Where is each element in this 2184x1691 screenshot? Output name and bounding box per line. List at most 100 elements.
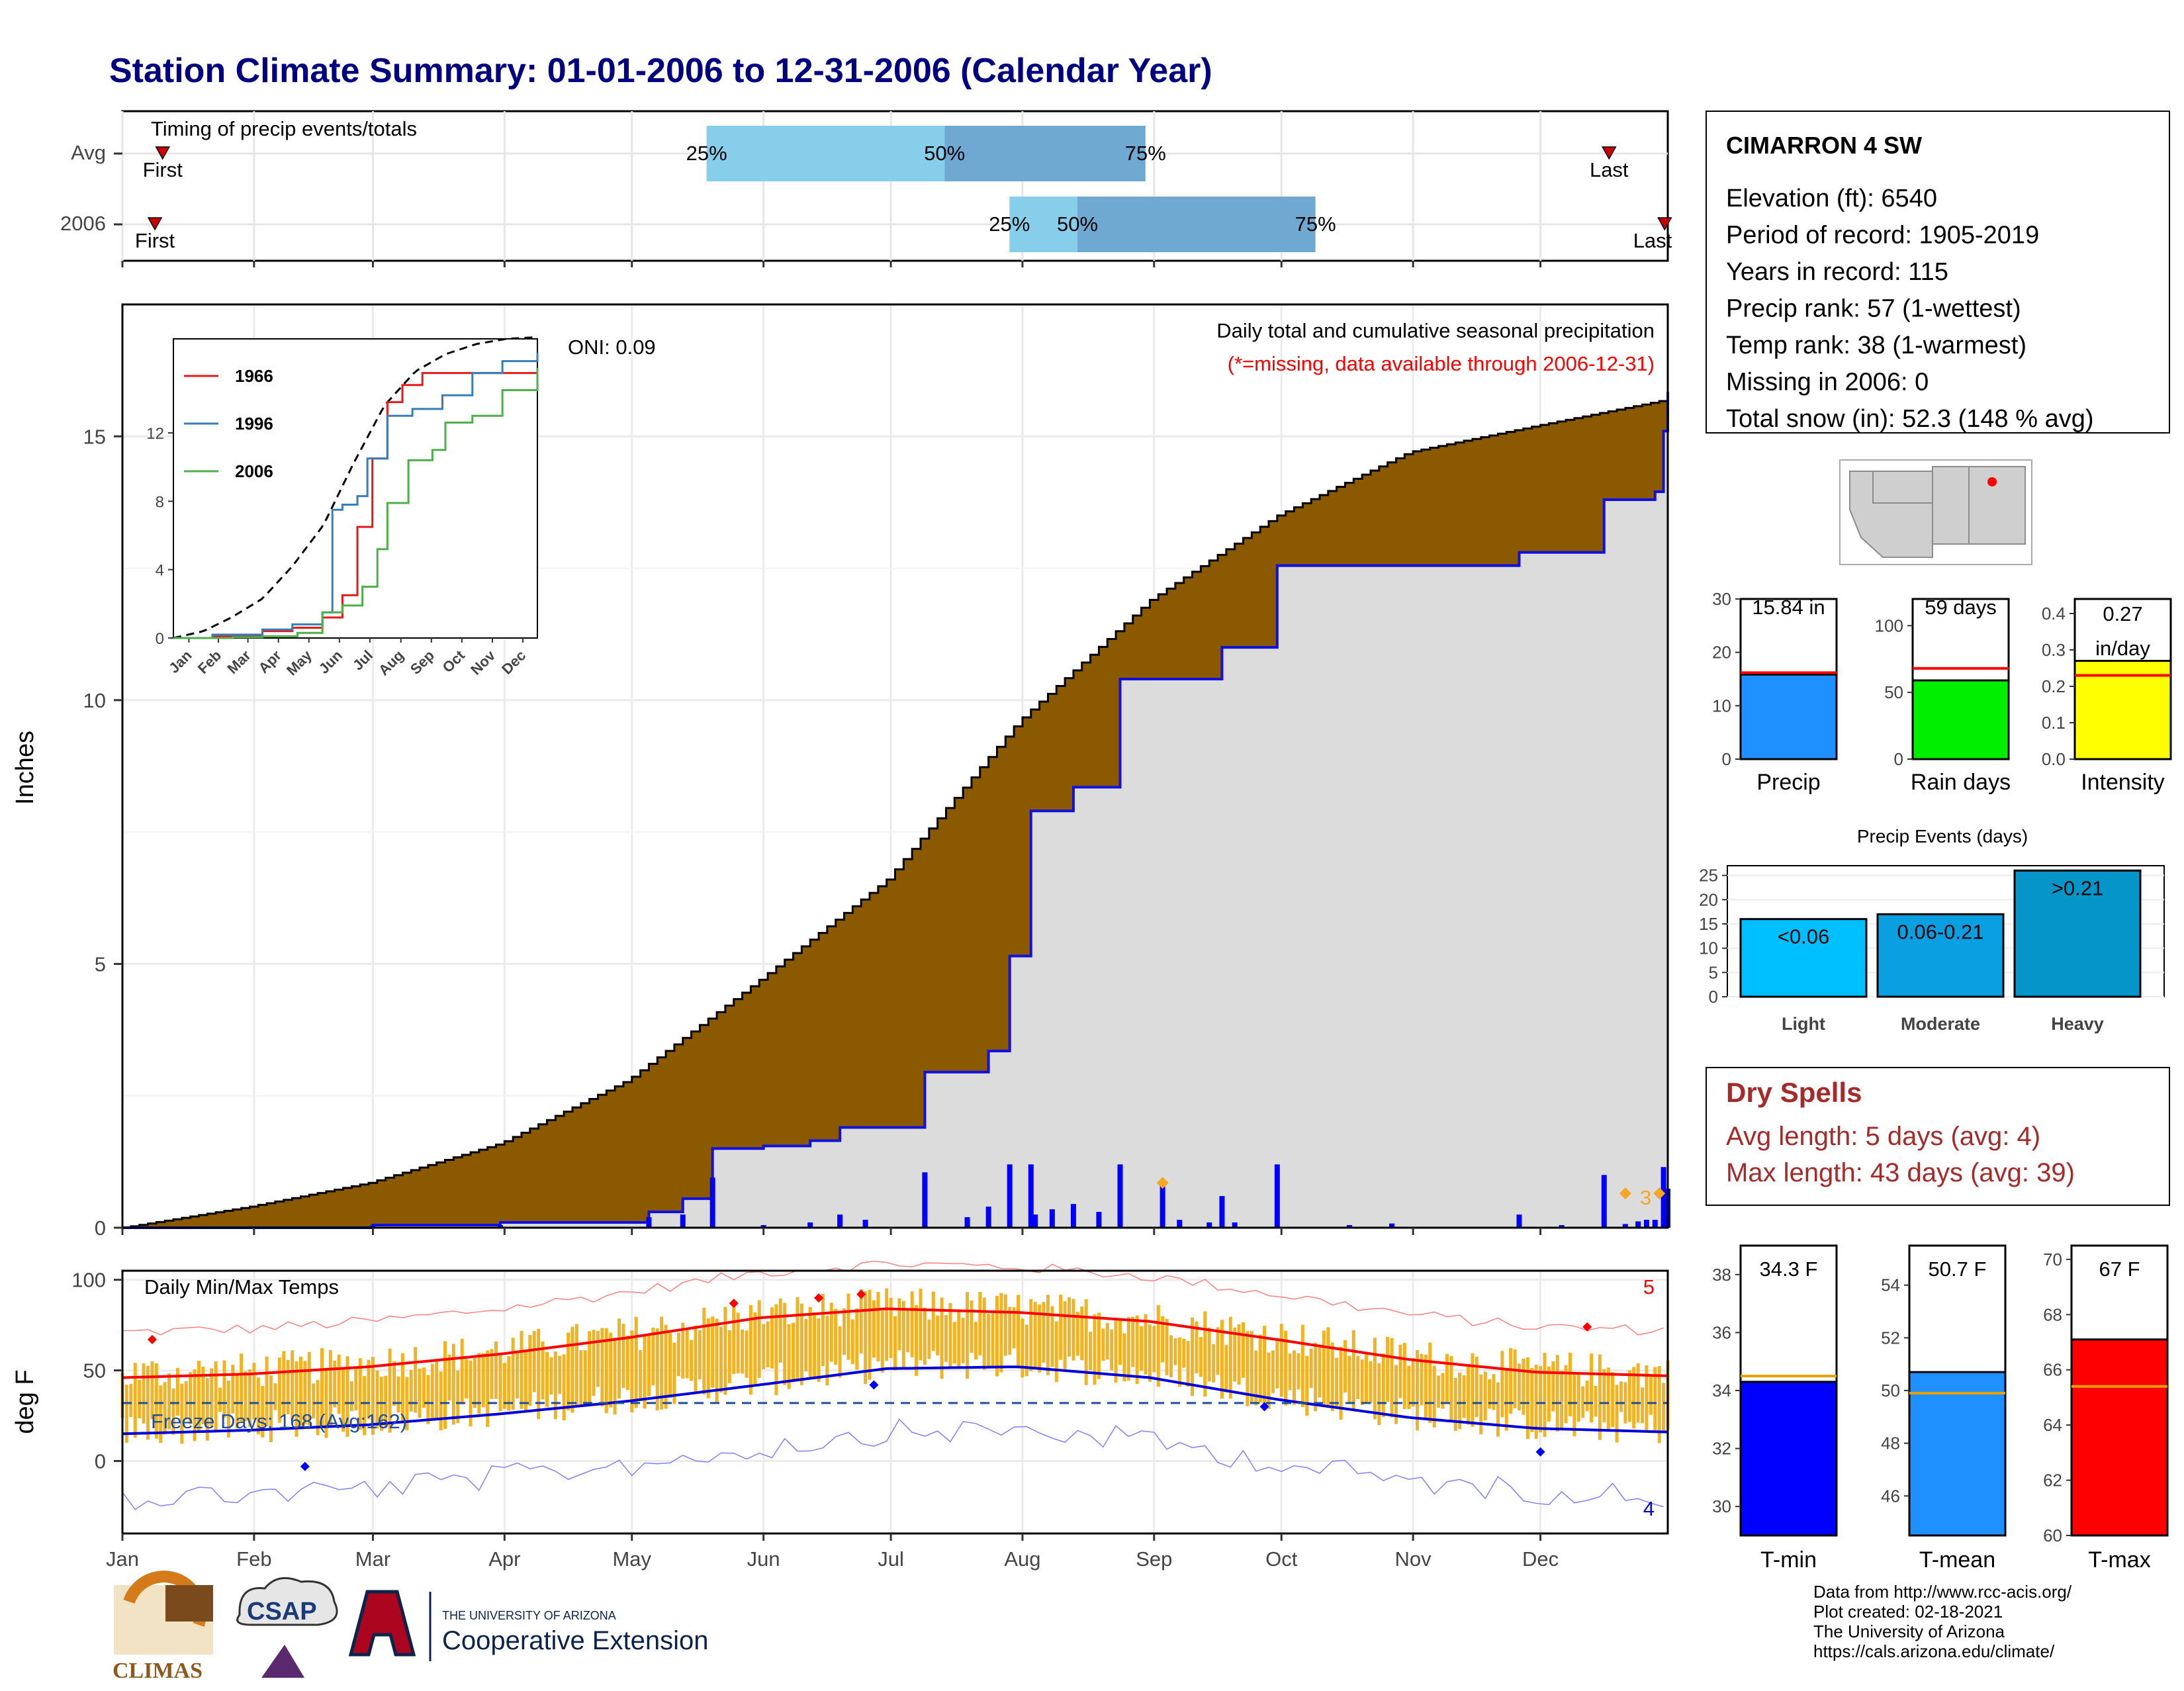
daily-temp-bar-119 xyxy=(621,1324,625,1389)
daily-temp-bar-80 xyxy=(456,1370,460,1424)
daily-temp-bar-223 xyxy=(1063,1301,1067,1371)
daily-temp-bar-90 xyxy=(498,1355,502,1412)
daily-temp-bar-351 xyxy=(1606,1367,1610,1432)
daily-temp-bar-153 xyxy=(766,1321,770,1368)
timing-first-label-2006: First xyxy=(135,229,175,252)
daily-temp-bar-160 xyxy=(796,1297,799,1382)
daily-temp-bar-52 xyxy=(337,1354,341,1414)
daily-temp-bar-42 xyxy=(295,1361,298,1437)
inset-ytick-label-1: 4 xyxy=(156,562,164,580)
daily-temp-bar-254 xyxy=(1195,1321,1199,1373)
daily-temp-bar-299 xyxy=(1386,1337,1390,1402)
daily-temp-bar-126 xyxy=(651,1328,655,1386)
daily-temp-bar-184 xyxy=(897,1298,901,1351)
daily-temp-bar-79 xyxy=(451,1344,455,1425)
daily-temp-bar-17 xyxy=(189,1372,193,1424)
temp-bar-ytick-label-0-1: 32 xyxy=(1712,1439,1731,1459)
daily-temp-bar-172 xyxy=(846,1293,850,1360)
daily-temp-bar-281 xyxy=(1309,1348,1313,1389)
mini-bar-value-0: 15.84 in xyxy=(1752,596,1825,619)
daily-temp-bar-177 xyxy=(868,1289,872,1380)
precip-max-marker-1 xyxy=(1619,1187,1631,1200)
temp-bar-ytick-label-1-3: 52 xyxy=(1881,1328,1900,1348)
footer-line-date: Plot created: 02-18-2021 xyxy=(1813,1602,2003,1622)
daily-temp-bar-198 xyxy=(957,1309,961,1369)
timing-bar-lower-2006 xyxy=(1009,197,1078,252)
inset-legend-label-1966: 1966 xyxy=(235,366,273,386)
month-label-mar: Mar xyxy=(355,1547,390,1571)
mini-bar-ytick-label-0-0: 0 xyxy=(1722,749,1731,769)
temp-bar-ytick-label-1-0: 46 xyxy=(1881,1486,1900,1506)
temp-bar-ytick-label-0-3: 36 xyxy=(1712,1322,1731,1342)
daily-temp-bar-203 xyxy=(978,1291,982,1355)
temp-bar-ytick-label-2-3: 66 xyxy=(2043,1360,2062,1380)
daily-temp-bar-289 xyxy=(1343,1340,1347,1393)
ua-logo-a xyxy=(348,1590,416,1657)
daily-temp-bar-304 xyxy=(1407,1365,1411,1410)
mini-bar-ytick-label-1-0: 0 xyxy=(1894,749,1903,769)
daily-temp-bar-54 xyxy=(345,1356,349,1438)
daily-temp-bar-128 xyxy=(660,1316,664,1410)
daily-temp-bar-41 xyxy=(291,1350,295,1420)
daily-temp-bar-131 xyxy=(672,1342,676,1404)
daily-temp-bar-314 xyxy=(1449,1355,1453,1422)
csap-logo-mountain xyxy=(261,1645,304,1678)
daily-precip-bar-19 xyxy=(1661,1167,1666,1228)
month-label-may: May xyxy=(612,1547,651,1571)
daily-temp-bar-356 xyxy=(1627,1370,1631,1422)
daily-temp-bar-225 xyxy=(1071,1299,1075,1361)
daily-temp-bar-40 xyxy=(286,1359,290,1414)
daily-temp-bar-163 xyxy=(808,1306,812,1378)
events-bar-light xyxy=(1739,918,1868,998)
daily-temp-bar-155 xyxy=(774,1304,778,1395)
daily-temp-bar-97 xyxy=(528,1335,532,1406)
daily-temp-bar-358 xyxy=(1636,1363,1640,1423)
daily-temp-bar-221 xyxy=(1054,1321,1058,1383)
daily-temp-bar-22 xyxy=(210,1368,214,1427)
daily-temp-bar-253 xyxy=(1191,1317,1195,1396)
temp-bar-ytick-label-1-2: 50 xyxy=(1881,1381,1900,1400)
daily-temp-bar-258 xyxy=(1212,1344,1216,1383)
daily-temp-bar-165 xyxy=(817,1318,821,1383)
station-info: CIMARRON 4 SW Elevation (ft): 6540 Period… xyxy=(1706,111,2170,434)
daily-temp-bar-161 xyxy=(799,1303,803,1385)
daily-temp-bar-123 xyxy=(639,1349,643,1400)
events-bar-label-0: <0.06 xyxy=(1778,925,1829,948)
timing-first-marker-2006 xyxy=(147,217,163,231)
daily-temp-bar-76 xyxy=(439,1371,443,1431)
daily-temp-bar-25 xyxy=(222,1360,226,1418)
events-category-0: Light xyxy=(1782,1014,1825,1034)
precip-events-chart: Precip Events (days) 0 5 10 15 20 25 <0.06 Ligh… xyxy=(1699,826,2165,1034)
daily-temp-bar-5 xyxy=(138,1380,142,1419)
freeze-days: Freeze Days: 168 (Avg:162) xyxy=(151,1410,407,1433)
mini-bar-ytick-label-2-0: 0.0 xyxy=(2042,749,2066,769)
daily-temp-bar-182 xyxy=(889,1297,893,1358)
daily-precip-bar-30 xyxy=(1346,1225,1352,1228)
daily-precip-bar-0 xyxy=(370,1225,376,1228)
daily-temp-bar-259 xyxy=(1216,1327,1220,1375)
daily-temp-bar-113 xyxy=(596,1330,600,1387)
daily-temp-bar-51 xyxy=(333,1360,337,1408)
daily-temp-bar-335 xyxy=(1539,1366,1543,1433)
daily-temp-bar-301 xyxy=(1394,1365,1398,1424)
daily-temp-bar-319 xyxy=(1471,1353,1475,1427)
daily-temp-bar-147 xyxy=(741,1329,745,1374)
timing-bar-lower-avg xyxy=(706,126,945,181)
daily-temp-bar-313 xyxy=(1445,1353,1449,1404)
dry-spells-frame xyxy=(1706,1067,2170,1206)
daily-temp-bar-46 xyxy=(312,1383,316,1419)
daily-temp-bar-344 xyxy=(1576,1373,1580,1422)
daily-temp-bar-47 xyxy=(316,1380,320,1436)
daily-temp-bar-64 xyxy=(388,1348,392,1433)
dry-spells-title: Dry Spells xyxy=(1726,1077,1862,1108)
mini-bar-ytick-label-2-2: 0.2 xyxy=(2042,676,2066,696)
daily-temp-bar-234 xyxy=(1110,1329,1114,1371)
daily-temp-bar-135 xyxy=(690,1340,694,1381)
events-bar-label-1: 0.06-0.21 xyxy=(1897,920,1984,943)
daily-temp-bar-315 xyxy=(1453,1377,1457,1431)
daily-temp-bar-38 xyxy=(277,1357,281,1423)
daily-temp-bar-100 xyxy=(541,1342,545,1400)
page-title: Station Climate Summary: 01-01-2006 to 1… xyxy=(109,52,1212,90)
daily-temp-bar-11 xyxy=(163,1382,167,1435)
